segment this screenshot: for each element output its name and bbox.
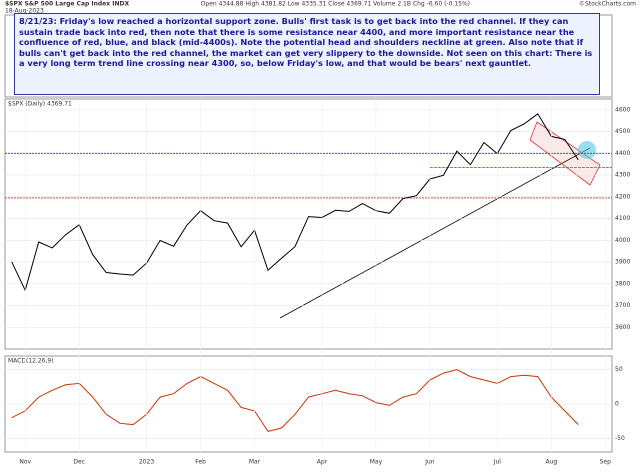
price-line [11, 113, 579, 292]
x-tick-label: Mar [249, 459, 261, 466]
y-tick-label: 0 [615, 401, 619, 408]
y-tick-label: 4500 [615, 128, 630, 135]
price-legend: $SPX (Daily) 4369.71 [8, 101, 72, 108]
price-line [11, 369, 579, 432]
y-tick-label: 4200 [615, 193, 630, 200]
y-tick-label: 4000 [615, 237, 630, 244]
y-tick-label: 50 [615, 366, 623, 373]
confluence-marker [578, 141, 596, 159]
y-tick-label: 4100 [615, 215, 630, 222]
trend-line [279, 147, 591, 319]
x-tick-label: Nov [19, 459, 31, 466]
x-tick-label: Jul [493, 459, 502, 466]
y-tick-label: 3800 [615, 280, 630, 287]
x-tick-label: Dec [73, 459, 85, 466]
y-tick-label: 4600 [615, 106, 630, 113]
x-tick-label: Jun [424, 459, 435, 466]
y-tick-label: 3900 [615, 259, 630, 266]
x-tick-label: 2023 [139, 459, 154, 466]
symbol: $SPX S&P 500 Large Cap Index INDX [5, 1, 129, 8]
y-tick-label: 4300 [615, 172, 630, 179]
price-panel [4, 98, 613, 350]
quote: Open 4344.88 High 4381.82 Low 4335.31 Cl… [201, 1, 470, 8]
macd-legend: MACD(12,26,9) [8, 358, 54, 365]
x-tick-label: Aug [545, 459, 557, 466]
x-tick-label: Apr [317, 459, 328, 466]
annotation: 8/21/23: Friday's low reached a horizont… [14, 13, 600, 95]
x-tick-label: Feb [195, 459, 206, 466]
x-tick-label: May [370, 459, 383, 466]
y-tick-label: -50 [615, 435, 625, 442]
y-tick-label: 3700 [615, 302, 630, 309]
source: ©StockCharts.com [579, 1, 636, 8]
date: 18-Aug-2023 [5, 8, 44, 15]
y-tick-label: 3600 [615, 324, 630, 331]
x-tick-label: Sep [600, 459, 612, 466]
y-tick-label: 4400 [615, 150, 630, 157]
